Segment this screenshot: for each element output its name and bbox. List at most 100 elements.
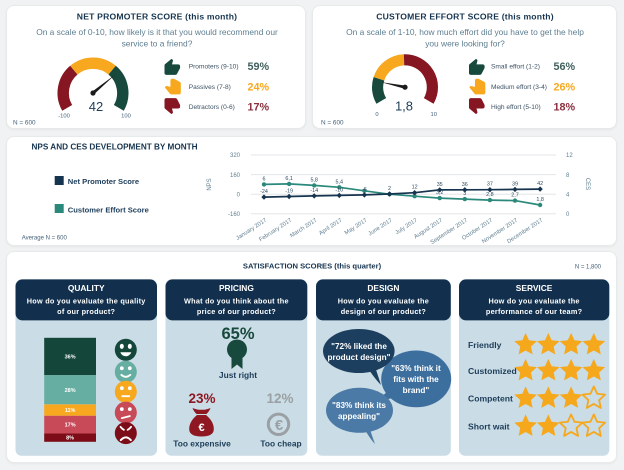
svg-text:Competent: Competent xyxy=(468,393,513,403)
svg-text:€: € xyxy=(198,422,204,434)
svg-text:CUSTOMER EFFORT SCORE (this mo: CUSTOMER EFFORT SCORE (this month) xyxy=(376,11,554,21)
svg-text:service to a friend?: service to a friend? xyxy=(122,39,193,49)
svg-text:6,1: 6,1 xyxy=(285,175,293,181)
svg-text:160: 160 xyxy=(230,172,241,178)
svg-text:On a scale of 0-10, how likely: On a scale of 0-10, how likely is it tha… xyxy=(36,27,278,37)
svg-text:12%: 12% xyxy=(266,391,293,406)
svg-text:3,2: 3,2 xyxy=(436,190,444,196)
svg-text:NPS AND CES DEVELOPMENT BY MON: NPS AND CES DEVELOPMENT BY MONTH xyxy=(32,142,198,151)
svg-text:product design": product design" xyxy=(327,353,390,362)
svg-text:of our product?: of our product? xyxy=(57,307,115,316)
svg-text:28%: 28% xyxy=(65,388,76,394)
svg-text:26%: 26% xyxy=(554,81,576,93)
svg-text:2,7: 2,7 xyxy=(511,192,519,198)
svg-text:Average N = 600: Average N = 600 xyxy=(22,235,68,241)
svg-text:8: 8 xyxy=(566,172,570,178)
svg-text:8%: 8% xyxy=(66,436,74,442)
svg-text:0: 0 xyxy=(375,112,378,118)
svg-text:Passives (7-8): Passives (7-8) xyxy=(189,84,231,91)
svg-text:N = 1,800: N = 1,800 xyxy=(575,264,602,270)
svg-text:Too cheap: Too cheap xyxy=(260,439,301,449)
svg-text:Too expensive: Too expensive xyxy=(173,439,231,449)
svg-text:320: 320 xyxy=(230,153,241,159)
svg-text:How do you evaluate the: How do you evaluate the xyxy=(338,297,429,306)
svg-text:price of our product?: price of our product? xyxy=(197,307,276,316)
svg-text:Customer Effort Score: Customer Effort Score xyxy=(68,205,149,214)
svg-text:What do you think about the: What do you think about the xyxy=(184,297,289,306)
svg-text:Detractors (0-6): Detractors (0-6) xyxy=(189,104,235,111)
svg-text:17%: 17% xyxy=(65,423,76,429)
svg-text:"83% think its: "83% think its xyxy=(332,401,386,410)
svg-text:12: 12 xyxy=(412,184,418,190)
svg-text:you were looking for?: you were looking for? xyxy=(425,39,505,49)
svg-text:100: 100 xyxy=(121,113,131,119)
svg-text:SATISFACTION SCORES (this quar: SATISFACTION SCORES (this quarter) xyxy=(243,261,382,270)
svg-text:performance of our team?: performance of our team? xyxy=(486,307,583,316)
svg-text:65%: 65% xyxy=(221,325,254,343)
svg-text:35: 35 xyxy=(437,181,443,187)
svg-text:"72% liked the: "72% liked the xyxy=(331,342,387,351)
svg-text:-24: -24 xyxy=(260,189,268,195)
svg-text:SERVICE: SERVICE xyxy=(516,283,553,293)
svg-text:NPS: NPS xyxy=(207,178,213,190)
svg-text:PRICING: PRICING xyxy=(219,283,254,293)
svg-text:N = 600: N = 600 xyxy=(13,119,36,126)
svg-text:39: 39 xyxy=(512,181,518,187)
svg-text:59%: 59% xyxy=(248,61,270,73)
svg-text:Just right: Just right xyxy=(219,370,257,380)
svg-text:High effort (5-10): High effort (5-10) xyxy=(491,104,541,111)
svg-text:2,8: 2,8 xyxy=(486,192,494,198)
svg-text:24%: 24% xyxy=(248,81,270,93)
svg-text:36: 36 xyxy=(462,181,468,187)
svg-text:0: 0 xyxy=(237,192,241,198)
svg-text:-100: -100 xyxy=(58,113,70,119)
svg-text:appealing": appealing" xyxy=(338,412,380,421)
svg-text:DESIGN: DESIGN xyxy=(367,283,399,293)
svg-text:-6: -6 xyxy=(362,186,367,192)
svg-text:On a scale of 1-10, how much e: On a scale of 1-10, how much effort did … xyxy=(346,27,584,37)
svg-text:Promoters (9-10): Promoters (9-10) xyxy=(189,64,239,71)
svg-text:CES: CES xyxy=(584,177,590,189)
svg-text:June 2017: June 2017 xyxy=(368,217,394,237)
svg-text:18%: 18% xyxy=(554,101,576,113)
svg-text:NET PROMOTER SCORE (this month: NET PROMOTER SCORE (this month) xyxy=(77,11,237,21)
svg-text:5,4: 5,4 xyxy=(336,179,344,185)
svg-text:April 2017: April 2017 xyxy=(318,217,343,236)
svg-text:4: 4 xyxy=(566,192,570,198)
svg-text:-14: -14 xyxy=(310,187,318,193)
svg-text:3: 3 xyxy=(463,191,466,197)
svg-text:May 2017: May 2017 xyxy=(344,217,369,236)
svg-text:56%: 56% xyxy=(554,61,576,73)
svg-text:42: 42 xyxy=(537,181,543,187)
svg-text:-19: -19 xyxy=(285,188,293,194)
svg-text:37: 37 xyxy=(487,181,493,187)
svg-text:2: 2 xyxy=(388,186,391,192)
svg-text:-160: -160 xyxy=(228,212,241,218)
svg-text:36%: 36% xyxy=(65,355,76,361)
svg-text:1,8: 1,8 xyxy=(395,99,413,114)
svg-text:March 2017: March 2017 xyxy=(289,217,318,239)
svg-text:brand": brand" xyxy=(403,386,430,395)
svg-text:N = 600: N = 600 xyxy=(321,119,344,126)
svg-text:How do you evaluate the: How do you evaluate the xyxy=(488,297,579,306)
svg-text:10: 10 xyxy=(430,112,436,118)
svg-text:How do you evaluate the qualit: How do you evaluate the quality xyxy=(27,297,147,306)
svg-text:"63% think it: "63% think it xyxy=(391,364,441,373)
svg-text:23%: 23% xyxy=(188,391,215,406)
svg-text:€: € xyxy=(275,417,284,434)
svg-text:6: 6 xyxy=(263,176,266,182)
svg-text:-10: -10 xyxy=(335,187,343,193)
svg-text:QUALITY: QUALITY xyxy=(68,283,105,293)
svg-text:Net Promoter Score: Net Promoter Score xyxy=(68,177,139,186)
svg-text:design of our product?: design of our product? xyxy=(341,307,427,316)
svg-text:5,8: 5,8 xyxy=(310,177,318,183)
svg-text:Small effort (1-2): Small effort (1-2) xyxy=(491,64,540,71)
svg-text:Short wait: Short wait xyxy=(468,421,510,431)
svg-text:12: 12 xyxy=(566,153,573,159)
svg-text:42: 42 xyxy=(89,99,103,114)
svg-text:Friendly: Friendly xyxy=(468,340,502,350)
svg-text:Customized: Customized xyxy=(468,366,517,376)
svg-text:Medium effort (3-4): Medium effort (3-4) xyxy=(491,84,547,91)
svg-text:fits with the: fits with the xyxy=(393,375,439,384)
svg-text:17%: 17% xyxy=(248,101,270,113)
